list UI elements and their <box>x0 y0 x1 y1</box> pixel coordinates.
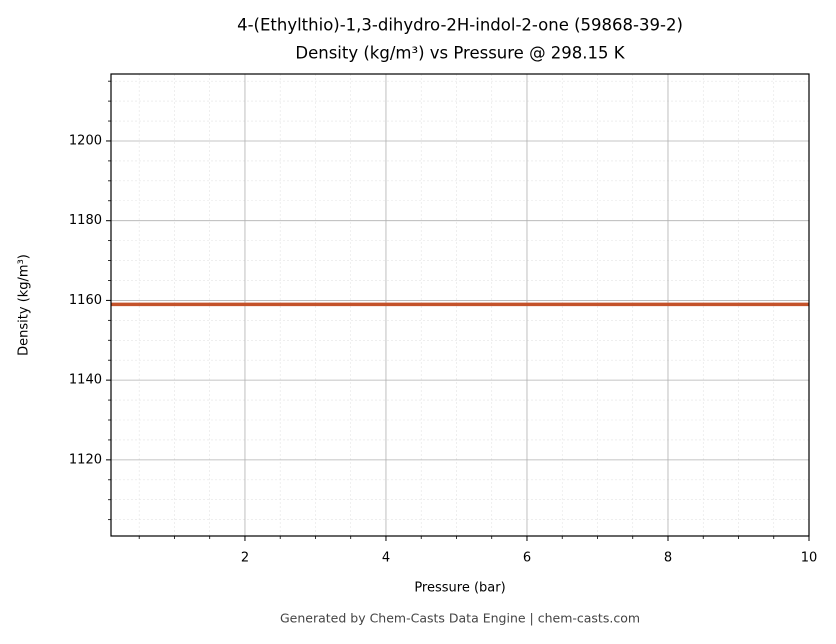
x-tick-label: 8 <box>664 551 672 566</box>
y-tick-label: 1140 <box>69 373 102 388</box>
plot-frame <box>110 73 810 537</box>
y-tick-label: 1160 <box>69 293 102 308</box>
chart-title: 4-(Ethylthio)-1,3-dihydro-2H-indol-2-one… <box>237 16 683 35</box>
y-tick-label: 1200 <box>69 133 102 148</box>
x-tick-label: 4 <box>382 551 390 566</box>
x-tick-label: 6 <box>523 551 531 566</box>
footer: Generated by Chem-Casts Data Engine | ch… <box>280 611 640 626</box>
y-tick-label: 1120 <box>69 452 102 467</box>
y-tick-label: 1180 <box>69 213 102 228</box>
x-axis-label: Pressure (bar) <box>414 581 505 596</box>
chart-subtitle: Density (kg/m³) vs Pressure @ 298.15 K <box>295 44 625 63</box>
x-tick-label: 2 <box>241 551 249 566</box>
x-tick-label: 10 <box>801 551 818 566</box>
y-axis-label: Density (kg/m³) <box>17 254 32 356</box>
